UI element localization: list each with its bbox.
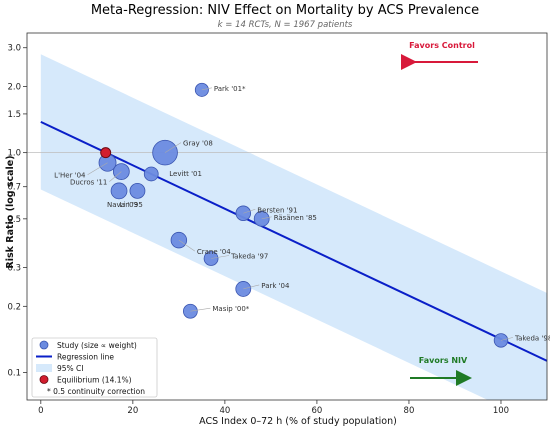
legend-study-swatch — [39, 340, 49, 350]
study-label: Park '04 — [261, 282, 290, 290]
label-leader-line — [87, 162, 108, 175]
plot-frame — [26, 32, 548, 401]
favors-niv-label: Favors NIV — [419, 356, 468, 365]
label-leader-line — [211, 255, 230, 259]
study-label: Räsänen '85 — [274, 214, 317, 222]
study-label: Ducros '11 — [70, 179, 107, 187]
label-leader-line — [201, 87, 212, 91]
legend-entry-label: * 0.5 continuity correction — [47, 387, 145, 396]
x-tick-label: 100 — [493, 406, 509, 416]
y-tick-label: 0.2 — [7, 302, 21, 312]
y-tick-label: 0.5 — [7, 215, 21, 225]
legend-entry-label: Study (size ∝ weight) — [57, 341, 137, 350]
study-label: Nava '03 — [107, 201, 138, 209]
plot-area: 0 20 40 60 80 100 0.1 0.2 0.3 0.5 0.7 1.0 1.5 2.0 3.0 P… — [7, 32, 550, 416]
y-tick-label: 0.1 — [7, 369, 21, 379]
study-label: L'Her '04 — [54, 172, 86, 180]
chart-title: Meta-Regression: NIV Effect on Mortality… — [91, 3, 479, 18]
x-tick-label: 0 — [38, 406, 43, 416]
legend-entry-label: Regression line — [57, 353, 114, 362]
study-point — [170, 231, 188, 249]
study-label: Bersten '91 — [257, 206, 297, 214]
study-label: Lin '95 — [119, 201, 142, 209]
x-tick-label: 60 — [311, 406, 322, 416]
x-tick-label: 20 — [127, 406, 138, 416]
label-leader-line — [164, 142, 182, 153]
favors-control-label: Favors Control — [409, 41, 475, 50]
label-leader-line — [500, 337, 514, 341]
study-label: Levitt '01 — [169, 170, 202, 178]
label-leader-line — [243, 208, 256, 214]
study-point — [194, 82, 209, 97]
y-tick-label: 1.0 — [7, 149, 21, 159]
study-point — [143, 166, 159, 182]
study-label: Masip '00* — [212, 305, 249, 313]
y-axis-label: Risk Ratio (log scale) — [5, 155, 16, 268]
y-tick-label: 0.3 — [7, 264, 21, 274]
y-tick-label: 0.7 — [7, 183, 21, 193]
study-point — [110, 182, 128, 200]
legend-box — [31, 337, 158, 398]
legend-equilibrium-swatch — [39, 375, 49, 384]
study-label: Gray '08 — [183, 140, 213, 148]
study-point — [112, 163, 130, 180]
y-tick-label: 1.5 — [7, 110, 21, 120]
regression-line — [40, 120, 547, 362]
y-tick-label: 2.0 — [7, 82, 21, 92]
label-leader-line — [190, 307, 211, 312]
legend-entry-label: Equilibrium (14.1%) — [57, 376, 132, 385]
study-label: Crane '04 — [197, 248, 231, 256]
y-tick-label: 3.0 — [7, 44, 21, 54]
x-tick-label: 40 — [219, 406, 230, 416]
chart-subtitle: k = 14 RCTs, N = 1967 patients — [218, 20, 353, 30]
study-label: Park '01* — [214, 85, 246, 93]
equilibrium-point — [100, 147, 112, 159]
label-leader-line — [261, 216, 272, 220]
study-label: Takeda '97 — [230, 253, 268, 261]
label-leader-line — [178, 239, 196, 252]
label-leader-line — [109, 171, 122, 182]
x-axis-label: ACS Index 0–72 h (% of study population) — [199, 416, 397, 427]
x-tick-label: 80 — [404, 406, 415, 416]
legend-ci-swatch — [36, 364, 52, 372]
legend-entry-label: 95% CI — [57, 364, 84, 373]
study-point — [235, 205, 252, 221]
legend: Study (size ∝ weight) Regression line 95% … — [31, 337, 158, 398]
label-leader-line — [243, 284, 260, 290]
study-point — [129, 182, 146, 199]
study-label: Takeda '98 — [514, 334, 550, 342]
